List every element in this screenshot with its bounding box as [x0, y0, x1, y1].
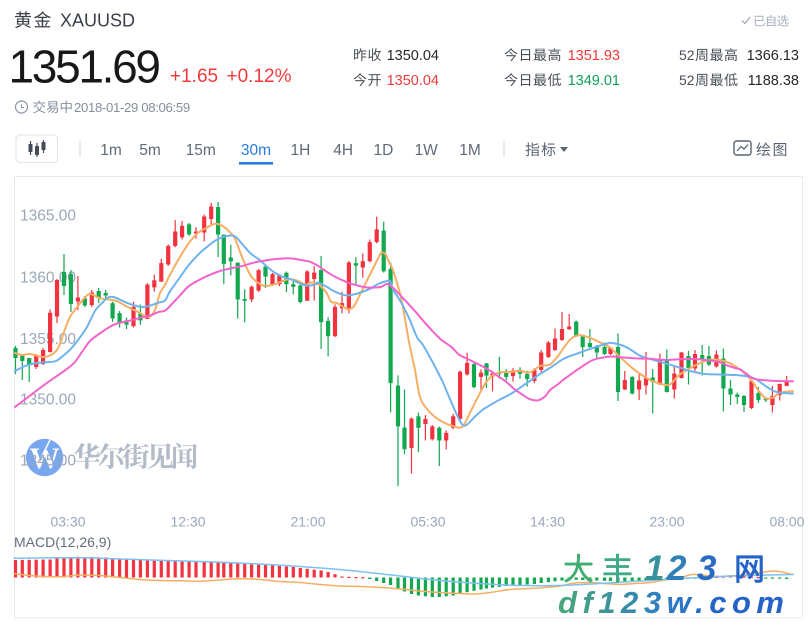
svg-text:1W: 1W: [415, 142, 439, 159]
svg-text:1351.69: 1351.69: [9, 41, 160, 93]
svg-text:1350.04: 1350.04: [387, 73, 439, 89]
svg-text:1365.00: 1365.00: [20, 208, 76, 225]
svg-text:1D: 1D: [373, 142, 393, 159]
svg-text:5m: 5m: [139, 142, 161, 159]
svg-text:03:30: 03:30: [50, 514, 85, 530]
svg-text:12:30: 12:30: [170, 514, 205, 530]
svg-text:08:00: 08:00: [769, 514, 804, 530]
svg-text:21:00: 21:00: [290, 514, 325, 530]
svg-text:1188.38: 1188.38: [748, 73, 799, 89]
svg-text:2: 2: [666, 549, 687, 588]
svg-text:30m: 30m: [241, 142, 271, 159]
svg-text:14:30: 14:30: [530, 514, 565, 530]
svg-text:52: 52: [679, 47, 695, 63]
svg-text:+1.65: +1.65: [170, 66, 218, 87]
svg-text:1: 1: [645, 549, 664, 588]
svg-text:1H: 1H: [290, 142, 310, 159]
svg-text:52: 52: [679, 72, 695, 88]
svg-text:2018-01-29 08:06:59: 2018-01-29 08:06:59: [74, 100, 190, 115]
svg-text:1345.00: 1345.00: [20, 453, 76, 470]
svg-text:1349.01: 1349.01: [568, 73, 620, 89]
svg-text:1m: 1m: [100, 142, 122, 159]
svg-text:1M: 1M: [459, 142, 481, 159]
svg-text:1350.00: 1350.00: [20, 392, 76, 409]
svg-text:1366.13: 1366.13: [747, 48, 799, 64]
svg-text:1351.93: 1351.93: [568, 48, 620, 64]
svg-text:05:30: 05:30: [410, 514, 445, 530]
svg-text:df123w.com: df123w.com: [558, 585, 786, 620]
svg-text:4H: 4H: [333, 142, 353, 159]
svg-text:+0.12%: +0.12%: [227, 66, 292, 87]
svg-text:1350.04: 1350.04: [387, 48, 439, 64]
svg-text:3: 3: [697, 549, 717, 588]
svg-text:1360.00: 1360.00: [20, 270, 76, 287]
svg-text:XAUUSD: XAUUSD: [60, 11, 135, 31]
svg-text:15m: 15m: [186, 142, 216, 159]
svg-text:W: W: [30, 442, 60, 475]
svg-text:23:00: 23:00: [649, 514, 684, 530]
svg-text:MACD(12,26,9): MACD(12,26,9): [14, 534, 111, 550]
